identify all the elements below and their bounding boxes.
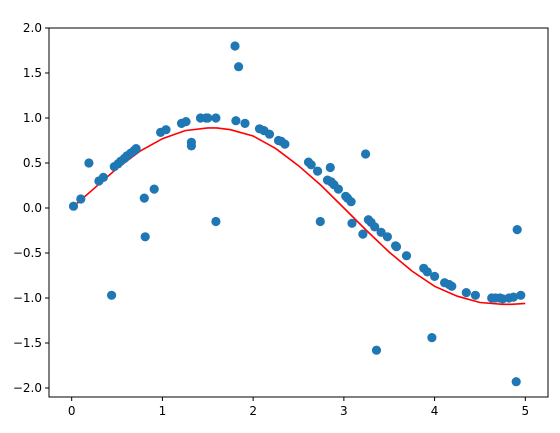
- scatter-point: [371, 345, 382, 355]
- scatter-point: [333, 184, 343, 194]
- scatter-point: [516, 290, 526, 300]
- scatter-point: [347, 218, 357, 228]
- scatter-point: [391, 242, 402, 252]
- scatter-point: [211, 216, 221, 227]
- axes-frame: [48, 27, 549, 398]
- scatter-point: [234, 62, 244, 72]
- scatter-points-layer: [68, 41, 526, 387]
- scatter-point: [240, 118, 250, 128]
- scatter-point: [508, 292, 519, 302]
- scatter-point: [315, 216, 325, 227]
- scatter-point: [264, 129, 275, 139]
- scatter-point: [181, 117, 191, 127]
- scatter-point: [230, 41, 240, 51]
- scatter-point: [76, 194, 86, 204]
- scatter-point: [512, 225, 522, 235]
- scatter-point: [98, 172, 108, 182]
- scatter-point: [203, 113, 213, 123]
- scatter-point: [306, 160, 316, 170]
- scatter-point: [511, 377, 521, 387]
- scatter-point: [470, 290, 480, 300]
- y-tick-label: −2.0: [13, 381, 42, 395]
- scatter-point: [186, 141, 196, 151]
- y-tick-label: 0.5: [23, 156, 42, 170]
- x-tick-label: 0: [68, 404, 76, 418]
- y-tick-label: 2.0: [23, 21, 42, 35]
- x-tick-label: 4: [431, 404, 439, 418]
- x-tick-label: 3: [340, 404, 348, 418]
- scatter-point: [140, 232, 150, 242]
- y-tick-label: 0.0: [23, 201, 42, 215]
- y-tick-label: −1.5: [13, 336, 42, 350]
- scatter-point: [211, 113, 221, 123]
- y-tick-label: −0.5: [13, 246, 42, 260]
- y-tick-label: −1.0: [13, 291, 42, 305]
- scatter-point: [382, 232, 392, 242]
- scatter-point: [68, 201, 79, 211]
- plot-area: [68, 41, 526, 387]
- scatter-point: [139, 193, 149, 203]
- scatter-point: [401, 251, 412, 261]
- scatter-point: [107, 290, 117, 300]
- y-tick-label: 1.5: [23, 66, 42, 80]
- scatter-point: [370, 222, 380, 232]
- scatter-point: [346, 197, 356, 207]
- fitted-curve-line: [71, 127, 526, 306]
- scatter-point: [325, 162, 335, 173]
- scatter-point: [430, 271, 440, 281]
- y-tick-label: 1.0: [23, 111, 42, 125]
- scatter-point: [131, 144, 141, 154]
- scatter-point: [427, 333, 437, 343]
- scatter-point: [231, 116, 241, 126]
- scatter-point: [361, 149, 371, 159]
- scatter-point: [422, 267, 432, 277]
- x-tick-label: 5: [521, 404, 529, 418]
- scatter-point: [461, 288, 471, 298]
- y-axis: 2.0 1.5 1.0 0.5 0.0 −0.5 −1.0 −1.5 −2.0: [13, 21, 49, 395]
- x-tick-label: 1: [159, 404, 167, 418]
- fitted-curve-layer: [71, 127, 526, 306]
- scatter-point: [149, 184, 159, 194]
- scatter-point: [313, 166, 323, 176]
- scatter-point: [280, 139, 290, 149]
- x-tick-label: 2: [249, 404, 257, 418]
- scatter-point: [447, 281, 457, 291]
- scatter-point: [84, 158, 94, 168]
- scatter-point: [358, 229, 368, 239]
- scatter-point: [161, 125, 171, 135]
- x-axis: 0 1 2 3 4 5: [68, 397, 529, 418]
